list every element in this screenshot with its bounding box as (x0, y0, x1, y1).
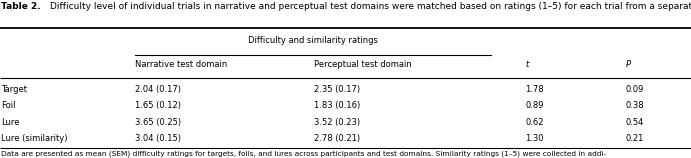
Text: Difficulty level of individual trials in narrative and perceptual test domains w: Difficulty level of individual trials in… (50, 2, 691, 11)
Text: Narrative test domain: Narrative test domain (135, 60, 227, 69)
Text: 1.83 (0.16): 1.83 (0.16) (314, 101, 361, 110)
Text: 0.62: 0.62 (525, 118, 544, 127)
Text: Difficulty and similarity ratings: Difficulty and similarity ratings (248, 36, 377, 45)
Text: 3.52 (0.23): 3.52 (0.23) (314, 118, 361, 127)
Text: 1.65 (0.12): 1.65 (0.12) (135, 101, 181, 110)
Text: P: P (625, 60, 630, 69)
Text: 0.21: 0.21 (625, 134, 644, 143)
Text: Lure (similarity): Lure (similarity) (1, 134, 67, 143)
Text: 2.04 (0.17): 2.04 (0.17) (135, 85, 181, 94)
Text: Foil: Foil (1, 101, 15, 110)
Text: t: t (525, 60, 529, 69)
Text: 1.78: 1.78 (525, 85, 544, 94)
Text: 3.65 (0.25): 3.65 (0.25) (135, 118, 181, 127)
Text: 0.89: 0.89 (525, 101, 544, 110)
Text: 3.04 (0.15): 3.04 (0.15) (135, 134, 181, 143)
Text: 0.54: 0.54 (625, 118, 644, 127)
Text: 1.30: 1.30 (525, 134, 544, 143)
Text: 0.38: 0.38 (625, 101, 644, 110)
Text: 2.78 (0.21): 2.78 (0.21) (314, 134, 361, 143)
Text: Perceptual test domain: Perceptual test domain (314, 60, 412, 69)
Text: 2.35 (0.17): 2.35 (0.17) (314, 85, 361, 94)
Text: Lure: Lure (1, 118, 19, 127)
Text: Table 2.: Table 2. (1, 2, 40, 11)
Text: 0.09: 0.09 (625, 85, 644, 94)
Text: Target: Target (1, 85, 27, 94)
Text: Data are presented as mean (SEM) difficulty ratings for targets, foils, and lure: Data are presented as mean (SEM) difficu… (1, 150, 606, 157)
